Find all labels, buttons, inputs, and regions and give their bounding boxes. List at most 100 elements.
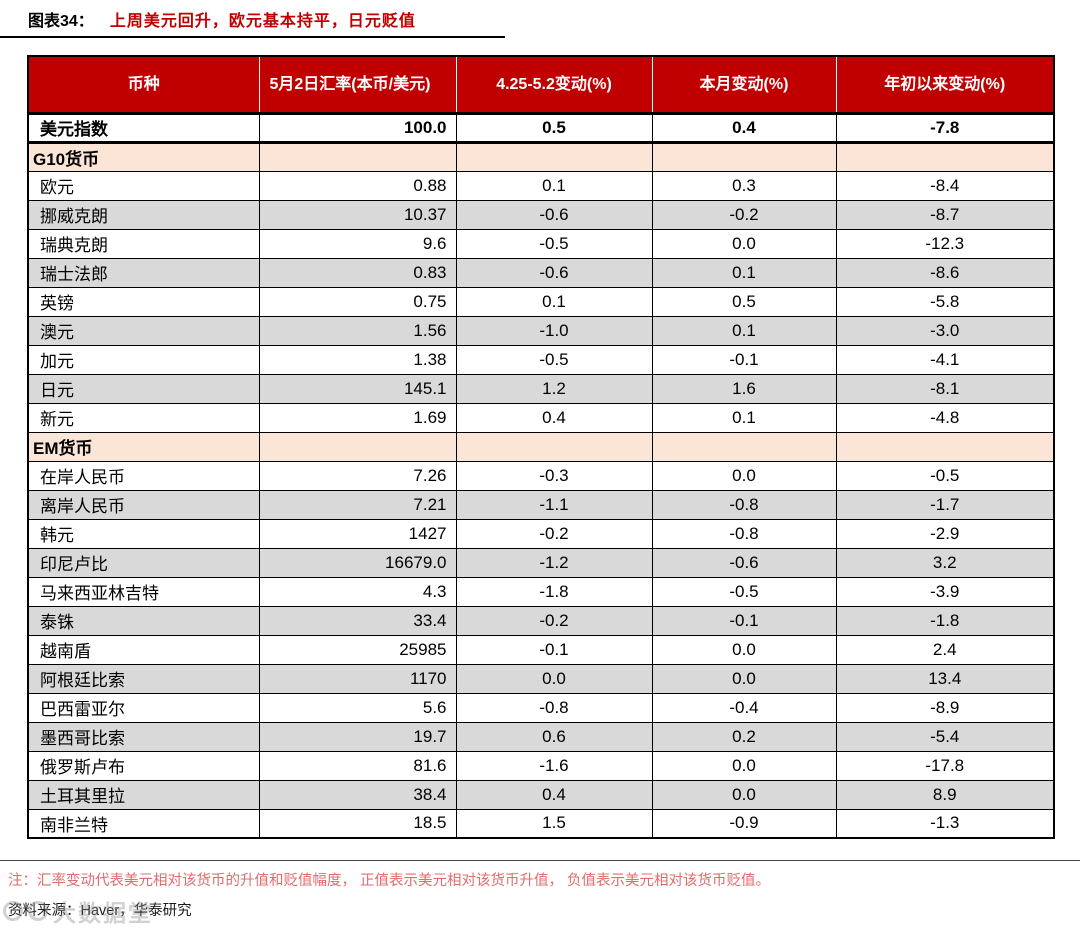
currency-name: 阿根廷比索 (27, 663, 260, 694)
col-header-ytd-change: 年初以来变动(%) (835, 55, 1055, 115)
month-change-value: -0.6 (651, 547, 837, 578)
week-change-value: -1.0 (455, 315, 653, 346)
table-row: 加元 1.38 -0.5 -0.1 -4.1 (27, 344, 1055, 375)
table-row: 泰铢 33.4 -0.2 -0.1 -1.8 (27, 605, 1055, 636)
ytd-change-value: -2.9 (835, 518, 1055, 549)
table-row: 土耳其里拉 38.4 0.4 0.0 8.9 (27, 779, 1055, 810)
ytd-change-value (835, 431, 1055, 462)
week-change-value: -0.5 (455, 344, 653, 375)
week-change-value: 0.6 (455, 721, 653, 752)
ytd-change-value: 2.4 (835, 634, 1055, 665)
rate-value: 18.5 (258, 808, 457, 839)
rate-value: 7.21 (258, 489, 457, 520)
month-change-value: 0.0 (651, 750, 837, 781)
currency-name: 澳元 (27, 315, 260, 346)
table-row: 瑞典克朗 9.6 -0.5 0.0 -12.3 (27, 228, 1055, 259)
ytd-change-value: -3.0 (835, 315, 1055, 346)
month-change-value: 0.0 (651, 779, 837, 810)
rate-value (258, 141, 457, 172)
currency-name: 日元 (27, 373, 260, 404)
table-row: 瑞士法郎 0.83 -0.6 0.1 -8.6 (27, 257, 1055, 288)
week-change-value: -0.6 (455, 257, 653, 288)
month-change-value: 0.2 (651, 721, 837, 752)
week-change-value: -0.6 (455, 199, 653, 230)
currency-name: 瑞典克朗 (27, 228, 260, 259)
currency-name: 韩元 (27, 518, 260, 549)
month-change-value: 0.4 (651, 112, 837, 144)
currency-name: 俄罗斯卢布 (27, 750, 260, 781)
footer-divider (0, 860, 1080, 861)
ytd-change-value: -1.7 (835, 489, 1055, 520)
fx-rates-table: 币种 5月2日汇率(本币/美元) 4.25-5.2变动(%) 本月变动(%) 年… (27, 55, 1055, 839)
week-change-value: -1.8 (455, 576, 653, 607)
rate-value: 1.56 (258, 315, 457, 346)
rate-value: 5.6 (258, 692, 457, 723)
rate-value: 1427 (258, 518, 457, 549)
month-change-value: 0.0 (651, 460, 837, 491)
currency-name: 越南盾 (27, 634, 260, 665)
rate-value: 4.3 (258, 576, 457, 607)
header-row: 币种 5月2日汇率(本币/美元) 4.25-5.2变动(%) 本月变动(%) 年… (27, 55, 1055, 115)
week-change-value: -0.1 (455, 634, 653, 665)
ytd-change-value: 8.9 (835, 779, 1055, 810)
month-change-value: -0.5 (651, 576, 837, 607)
month-change-value: 0.3 (651, 170, 837, 201)
week-change-value: 0.5 (455, 112, 653, 144)
currency-name: 马来西亚林吉特 (27, 576, 260, 607)
source-text: 资料来源：Haver，华泰研究 (8, 903, 192, 919)
month-change-value: -0.1 (651, 605, 837, 636)
ytd-change-value: -8.7 (835, 199, 1055, 230)
ytd-change-value: -3.9 (835, 576, 1055, 607)
month-change-value: 1.6 (651, 373, 837, 404)
rate-value: 9.6 (258, 228, 457, 259)
table-row: 马来西亚林吉特 4.3 -1.8 -0.5 -3.9 (27, 576, 1055, 607)
col-header-rate: 5月2日汇率(本币/美元) (258, 55, 457, 115)
table-row: 澳元 1.56 -1.0 0.1 -3.0 (27, 315, 1055, 346)
month-change-value: -0.2 (651, 199, 837, 230)
currency-name: 欧元 (27, 170, 260, 201)
table-row: 在岸人民币 7.26 -0.3 0.0 -0.5 (27, 460, 1055, 491)
table-row: 韩元 1427 -0.2 -0.8 -2.9 (27, 518, 1055, 549)
rate-value: 1.69 (258, 402, 457, 433)
rate-value: 1170 (258, 663, 457, 694)
ytd-change-value: -5.4 (835, 721, 1055, 752)
table-header: 币种 5月2日汇率(本币/美元) 4.25-5.2变动(%) 本月变动(%) 年… (27, 55, 1055, 115)
table-row: 欧元 0.88 0.1 0.3 -8.4 (27, 170, 1055, 201)
month-change-value: 0.1 (651, 315, 837, 346)
ytd-change-value: -8.1 (835, 373, 1055, 404)
table-row: 阿根廷比索 1170 0.0 0.0 13.4 (27, 663, 1055, 694)
week-change-value: 0.1 (455, 286, 653, 317)
ytd-change-value: -5.8 (835, 286, 1055, 317)
week-change-value: 1.5 (455, 808, 653, 839)
table-row: 印尼卢比 16679.0 -1.2 -0.6 3.2 (27, 547, 1055, 578)
table-row: 英镑 0.75 0.1 0.5 -5.8 (27, 286, 1055, 317)
col-header-month-change: 本月变动(%) (651, 55, 837, 115)
week-change-value: -1.2 (455, 547, 653, 578)
month-change-value: -0.4 (651, 692, 837, 723)
currency-name: 英镑 (27, 286, 260, 317)
table-row: 美元指数 100.0 0.5 0.4 -7.8 (27, 112, 1055, 144)
week-change-value (455, 431, 653, 462)
currency-name: 泰铢 (27, 605, 260, 636)
ytd-change-value: -4.1 (835, 344, 1055, 375)
title-underline (0, 36, 505, 38)
currency-name: 土耳其里拉 (27, 779, 260, 810)
fx-table-body: 美元指数 100.0 0.5 0.4 -7.8 G10货币 欧元 0.88 0.… (27, 112, 1055, 839)
table-row: G10货币 (27, 141, 1055, 172)
currency-name: 墨西哥比索 (27, 721, 260, 752)
ytd-change-value: -0.5 (835, 460, 1055, 491)
week-change-value: -0.3 (455, 460, 653, 491)
rate-value: 38.4 (258, 779, 457, 810)
table-row: 挪威克朗 10.37 -0.6 -0.2 -8.7 (27, 199, 1055, 230)
rate-value: 145.1 (258, 373, 457, 404)
ytd-change-value: 13.4 (835, 663, 1055, 694)
rate-value: 25985 (258, 634, 457, 665)
col-header-week-change: 4.25-5.2变动(%) (455, 55, 653, 115)
week-change-value: 0.4 (455, 779, 653, 810)
month-change-value: -0.8 (651, 518, 837, 549)
week-change-value: 0.4 (455, 402, 653, 433)
week-change-value: -0.5 (455, 228, 653, 259)
table-row: EM货币 (27, 431, 1055, 462)
figure-title: 图表34： 上周美元回升，欧元基本持平，日元贬值 (28, 7, 1080, 31)
month-change-value: 0.0 (651, 634, 837, 665)
